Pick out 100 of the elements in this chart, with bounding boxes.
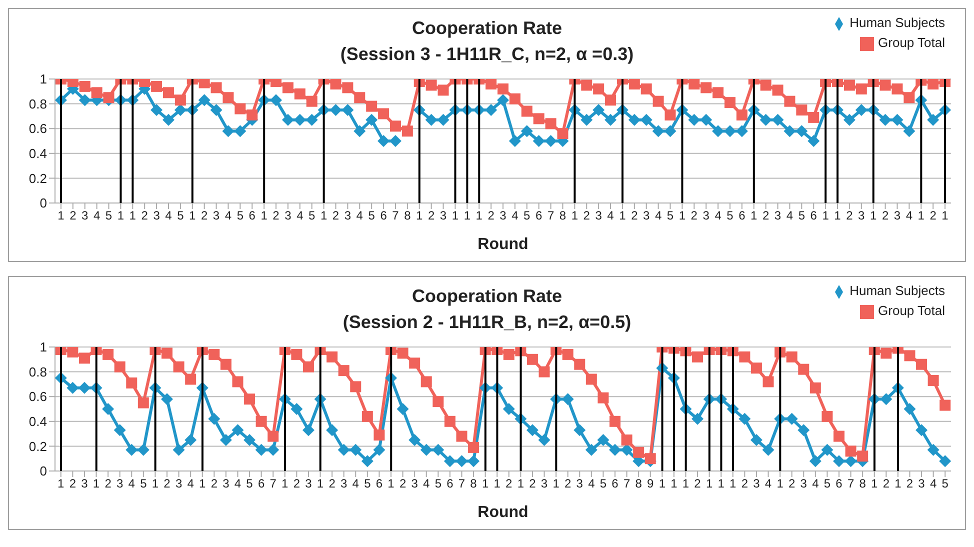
x-tick-label: 5 <box>105 208 112 223</box>
x-tick-label: 4 <box>128 476 136 491</box>
x-tick-label: 2 <box>788 476 796 491</box>
x-tick-label: 4 <box>930 476 937 491</box>
x-tick-label: 3 <box>340 476 348 491</box>
y-tick-label: 0.2 <box>28 170 47 186</box>
x-tick-label: 2 <box>164 476 171 491</box>
x-tick-label: 2 <box>690 208 698 223</box>
x-tick-label: 1 <box>452 208 459 223</box>
chart-subtitle: (Session 2 - 1H11R_B, n=2, α=0.5) <box>342 312 632 332</box>
x-tick-label: 1 <box>619 208 626 223</box>
x-tick-label: 2 <box>210 476 218 491</box>
y-tick-label: 0.8 <box>28 364 47 380</box>
x-tick-label: 2 <box>141 208 148 223</box>
x-tick-label: 3 <box>918 476 926 491</box>
x-tick-label: 4 <box>786 208 794 223</box>
x-tick-label: 4 <box>234 476 242 491</box>
x-tick-label: 7 <box>458 476 466 491</box>
x-tick-label: 1 <box>152 476 159 491</box>
x-tick-label: 4 <box>764 476 772 491</box>
x-tick-label: 3 <box>595 208 602 223</box>
x-tick-label: 1 <box>129 208 136 223</box>
x-tick-label: 2 <box>631 208 638 223</box>
x-tick-label: 2 <box>488 208 495 223</box>
x-tick-label: 6 <box>258 476 265 491</box>
x-tick-label: 3 <box>894 208 901 223</box>
y-tick-label: 0.6 <box>28 389 47 404</box>
x-tick-label: 1 <box>870 208 878 223</box>
x-tick-label: 6 <box>535 208 542 223</box>
x-tick-label: 6 <box>738 208 746 223</box>
y-tick-label: 0 <box>40 196 47 211</box>
x-tick-label: 3 <box>440 208 447 223</box>
x-tick-label: 7 <box>547 208 554 223</box>
x-tick-label: 8 <box>559 208 566 223</box>
y-tick-label: 0.4 <box>28 414 47 430</box>
x-tick-label: 1 <box>482 476 489 491</box>
x-tick-label: 5 <box>140 476 148 491</box>
x-tick-label: 1 <box>92 476 100 491</box>
x-tick-label: 8 <box>470 476 478 491</box>
x-tick-label: 1 <box>718 476 725 491</box>
x-tick-label: 1 <box>834 208 842 223</box>
x-tick-label: 2 <box>428 208 435 223</box>
x-tick-label: 4 <box>906 208 913 223</box>
x-axis-title: Round <box>478 504 528 521</box>
x-tick-label: 1 <box>658 476 666 491</box>
x-tick-label: 3 <box>576 476 584 491</box>
x-tick-label: 5 <box>524 208 531 223</box>
x-tick-label: 4 <box>588 476 596 491</box>
x-tick-label: 6 <box>810 208 818 223</box>
x-tick-label: 3 <box>411 476 418 491</box>
x-tick-label: 6 <box>380 208 388 223</box>
x-tick-label: 6 <box>248 208 256 223</box>
x-tick-label: 1 <box>552 476 560 491</box>
x-tick-label: 5 <box>824 476 831 491</box>
x-tick-label: 3 <box>500 208 507 223</box>
x-tick-label: 8 <box>635 476 642 491</box>
x-tick-label: 3 <box>702 208 710 223</box>
x-tick-label: 3 <box>284 208 292 223</box>
chart-subtitle: (Session 3 - 1H11R_C, n=2, α =0.3) <box>340 44 634 64</box>
x-tick-label: 1 <box>822 208 830 223</box>
x-tick-label: 3 <box>800 476 808 491</box>
x-tick-label: 4 <box>356 208 364 223</box>
x-tick-label: 1 <box>117 208 124 223</box>
x-tick-label: 5 <box>434 476 442 491</box>
x-tick-label: 1 <box>871 476 878 491</box>
legend-label: Group Total <box>878 303 945 318</box>
x-tick-label: 4 <box>714 208 722 223</box>
x-tick-label: 2 <box>882 208 889 223</box>
x-tick-label: 1 <box>282 476 289 491</box>
x-tick-label: 2 <box>930 208 937 223</box>
x-tick-label: 7 <box>623 476 630 491</box>
legend-label: Human Subjects <box>850 283 945 298</box>
x-tick-label: 1 <box>918 208 925 223</box>
x-tick-label: 5 <box>942 476 949 491</box>
x-tick-label: 1 <box>730 476 737 491</box>
x-tick-label: 5 <box>246 476 254 491</box>
x-tick-label: 2 <box>70 208 77 223</box>
x-tick-label: 1 <box>464 208 471 223</box>
x-tick-label: 5 <box>364 476 372 491</box>
x-tick-label: 2 <box>104 476 112 491</box>
x-tick-label: 9 <box>647 476 654 491</box>
y-tick-label: 0 <box>40 464 47 479</box>
x-tick-label: 6 <box>446 476 454 491</box>
x-tick-label: 5 <box>726 208 734 223</box>
x-tick-label: 2 <box>846 208 854 223</box>
x-tick-label: 4 <box>224 208 232 223</box>
x-tick-label: 1 <box>199 476 206 491</box>
y-tick-label: 0.6 <box>28 121 47 136</box>
x-tick-label: 1 <box>776 476 784 491</box>
x-tick-label: 3 <box>175 476 182 491</box>
x-tick-label: 5 <box>236 208 244 223</box>
x-tick-label: 5 <box>368 208 376 223</box>
x-tick-label: 3 <box>774 208 782 223</box>
x-tick-label: 7 <box>847 476 854 491</box>
legend-label: Group Total <box>878 35 945 50</box>
x-axis-title: Round <box>478 236 528 253</box>
x-tick-label: 2 <box>741 476 748 491</box>
x-tick-label: 2 <box>506 476 513 491</box>
x-tick-label: 3 <box>153 208 160 223</box>
x-tick-label: 1 <box>316 476 324 491</box>
